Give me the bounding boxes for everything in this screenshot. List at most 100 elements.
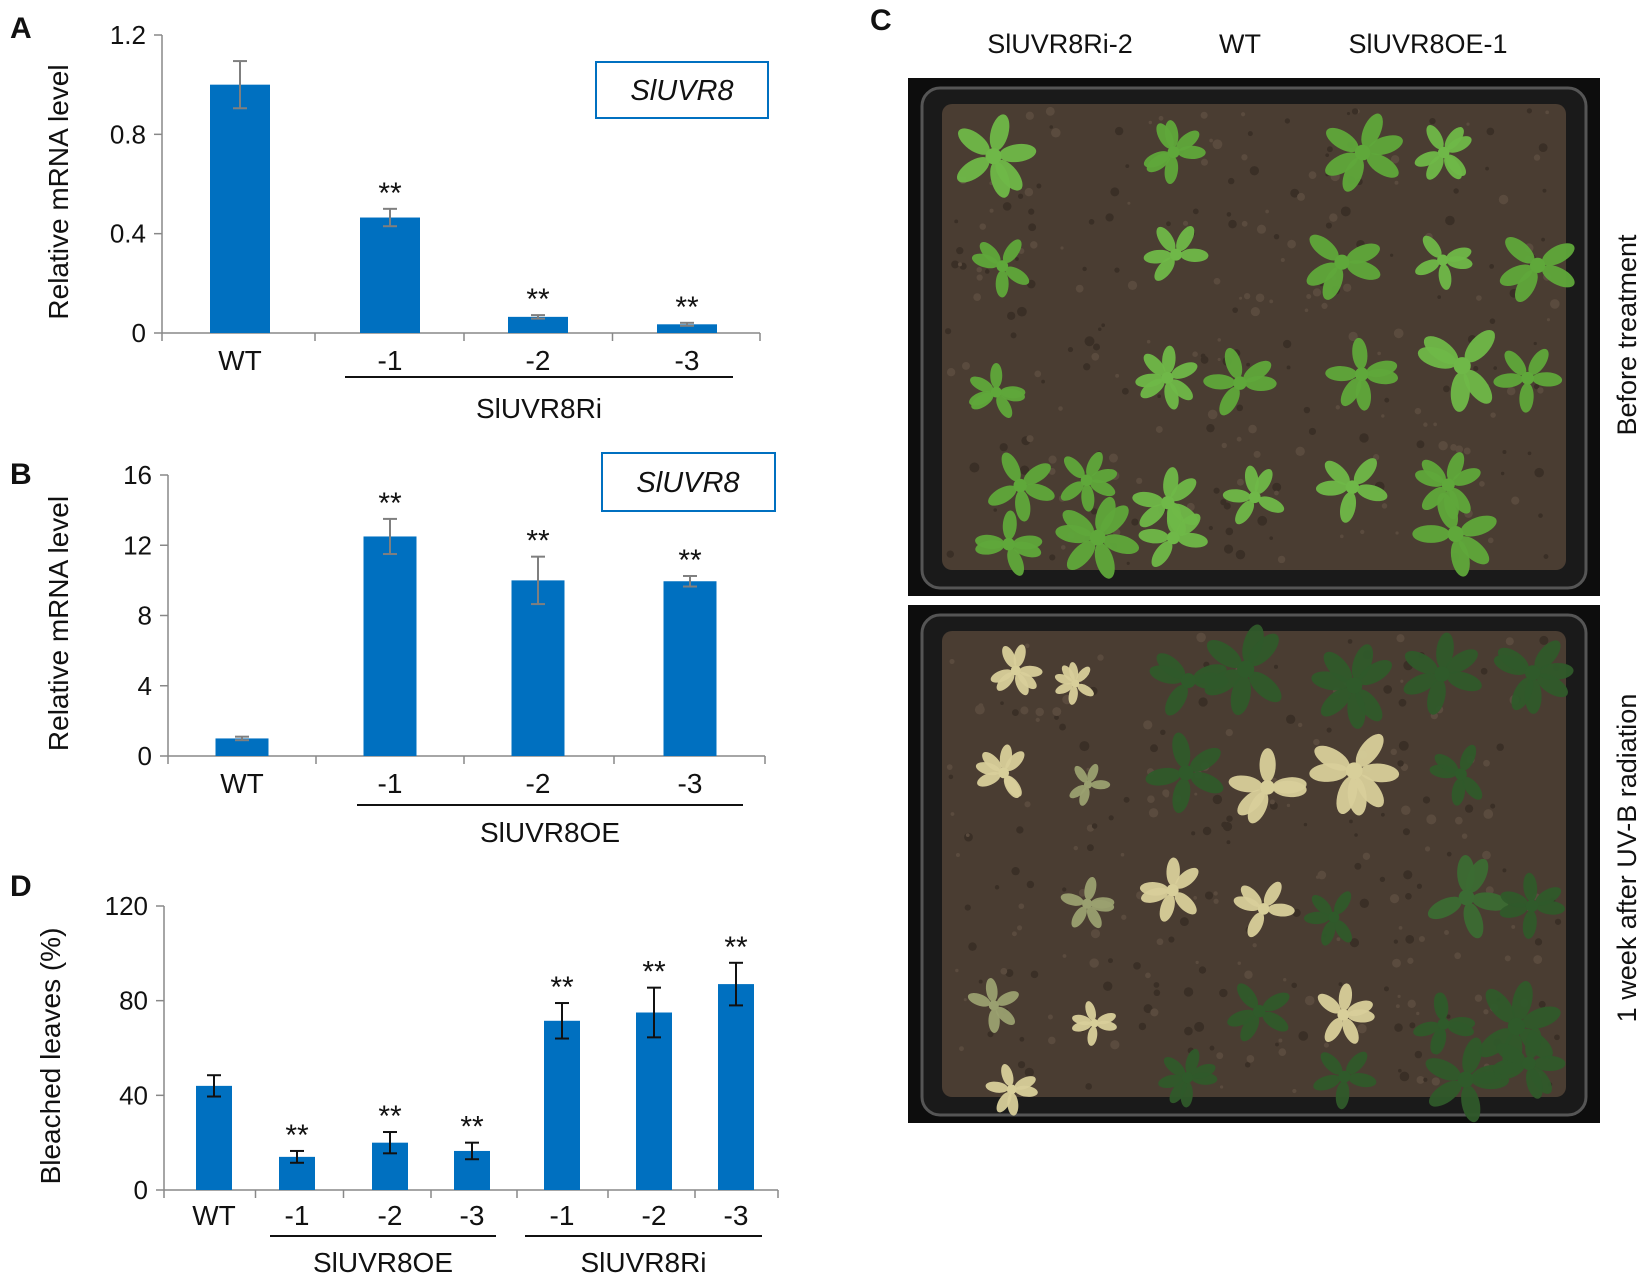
bar <box>718 984 754 1190</box>
soil-clump <box>1533 341 1537 346</box>
category-label: -2 <box>526 345 551 376</box>
soil-clump <box>1416 440 1425 449</box>
soil-clump <box>1292 1088 1297 1094</box>
seedling <box>971 239 1030 298</box>
soil-clump <box>1090 508 1098 515</box>
group-label: SlUVR8OE <box>313 1247 453 1275</box>
soil-clump <box>1414 407 1422 415</box>
soil-clump <box>1463 447 1471 455</box>
soil-clump <box>1466 122 1470 126</box>
bar <box>511 580 565 756</box>
panel-label-c: C <box>870 4 892 37</box>
leaf-center <box>1233 376 1247 390</box>
bar <box>360 217 420 333</box>
category-label: -1 <box>378 345 403 376</box>
soil-clump <box>1381 414 1385 418</box>
soil-clump <box>1226 212 1232 217</box>
y-tick-label: 0 <box>138 741 152 771</box>
soil-clump <box>1147 795 1155 803</box>
soil-clump <box>1202 826 1212 836</box>
leaf <box>995 1006 1016 1026</box>
seedling <box>967 978 1019 1033</box>
soil-clump <box>1398 925 1403 930</box>
soil-clump <box>1243 292 1251 300</box>
soil-clump <box>1120 852 1125 857</box>
soil-clump <box>1392 958 1401 968</box>
leaf <box>1528 348 1549 375</box>
leaf <box>1015 673 1029 696</box>
leaf <box>1536 673 1568 698</box>
soil-clump <box>1511 496 1520 505</box>
leaf <box>1413 1021 1440 1037</box>
significance-mark: ** <box>675 291 699 324</box>
leaf <box>1412 525 1450 543</box>
soil-clump <box>1359 898 1369 908</box>
leaf <box>1352 337 1368 370</box>
leaf <box>958 128 990 155</box>
seedling <box>1060 451 1118 512</box>
soil-clump <box>1193 895 1198 900</box>
leaf <box>1366 153 1399 178</box>
soil-clump <box>1483 1009 1489 1015</box>
seedling <box>1315 458 1388 523</box>
y-tick-label: 8 <box>138 601 152 631</box>
seedling <box>1493 348 1563 413</box>
soil-clump <box>1213 898 1219 904</box>
soil-clump <box>1505 637 1514 646</box>
seedling <box>1143 226 1209 281</box>
soil-clump <box>1223 544 1234 554</box>
soil-clump <box>1179 917 1189 927</box>
soil-clump <box>1489 264 1495 269</box>
soil-clump <box>1017 193 1024 199</box>
leaf <box>1334 919 1353 943</box>
soil-clump <box>1533 955 1543 964</box>
soil-clump <box>1025 111 1034 120</box>
soil-clump <box>1114 126 1124 136</box>
soil-clump <box>1083 363 1091 371</box>
leaf <box>1447 136 1472 153</box>
seedling <box>1309 733 1400 816</box>
soil-clump <box>1273 233 1280 240</box>
soil-clump <box>1395 531 1399 535</box>
soil-clump <box>1543 554 1549 560</box>
leaf <box>1005 266 1030 285</box>
significance-mark: ** <box>724 931 748 964</box>
soil-clump <box>1349 819 1353 824</box>
leaf-center <box>1437 254 1449 266</box>
soil-clump <box>955 968 959 973</box>
soil-clump <box>1015 257 1019 261</box>
leaf <box>996 991 1019 1006</box>
soil-clump <box>1416 1075 1425 1084</box>
soil-clump <box>1455 445 1464 454</box>
soil-clump <box>1498 194 1509 205</box>
soil-clump <box>1198 966 1207 974</box>
leaf-center <box>1167 146 1180 159</box>
soil-clump <box>999 443 1008 452</box>
leaf <box>1497 647 1529 673</box>
soil-clump <box>1196 632 1206 643</box>
leaf <box>977 772 1001 787</box>
leaf <box>1068 686 1078 705</box>
soil-clump <box>1126 561 1130 565</box>
leaf <box>1055 682 1073 695</box>
leaf <box>1447 1017 1476 1031</box>
seedling <box>1158 1048 1218 1108</box>
leaf-center <box>1525 899 1539 913</box>
soil-clump <box>1277 555 1286 564</box>
soil-clump <box>1017 1061 1026 1069</box>
leaf <box>1415 259 1440 276</box>
soil-clump <box>1423 422 1428 427</box>
leaf <box>1435 992 1449 1020</box>
soil-clump <box>1357 1023 1367 1034</box>
soil-clump <box>964 904 971 911</box>
bar <box>657 324 717 333</box>
leaf <box>999 143 1037 163</box>
soil-clump <box>1237 961 1242 965</box>
y-tick-label: 0.4 <box>110 219 146 249</box>
soil-clump <box>1000 967 1008 975</box>
soil-clump <box>1403 870 1413 880</box>
soil-clump <box>948 774 954 780</box>
soil-clump <box>1443 385 1450 393</box>
soil-clump <box>1125 164 1130 169</box>
category-label: WT <box>218 345 262 376</box>
